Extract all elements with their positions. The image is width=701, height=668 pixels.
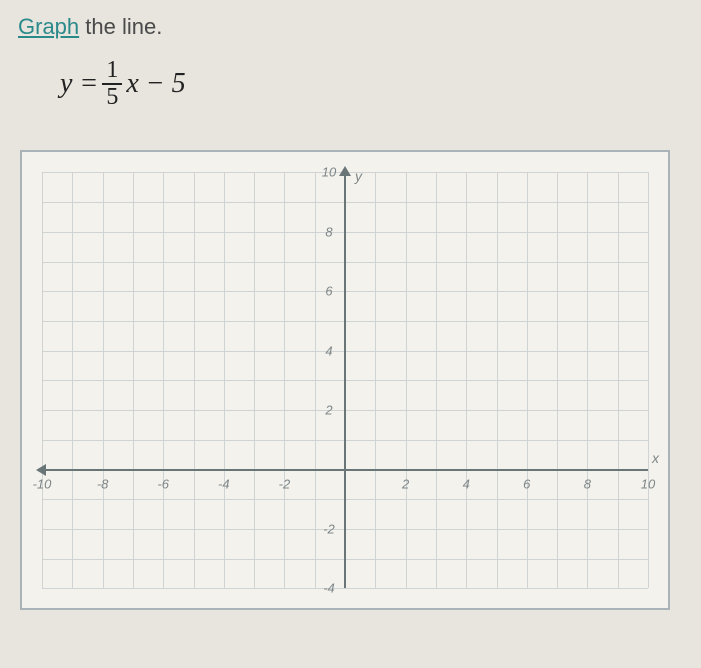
x-tick-label: -4 <box>218 476 230 491</box>
gridline-h <box>42 588 648 589</box>
x-tick-label: 6 <box>523 476 530 491</box>
y-tick-label: 6 <box>325 284 332 299</box>
equation-fraction: 1 5 <box>102 58 122 110</box>
y-tick-label: -2 <box>323 521 335 536</box>
x-tick-label: -2 <box>279 476 291 491</box>
x-tick-label: -6 <box>157 476 169 491</box>
x-tick-label: 2 <box>402 476 409 491</box>
x-tick-label: -8 <box>97 476 109 491</box>
y-axis <box>344 172 346 588</box>
gridline-v <box>648 172 649 588</box>
x-tick-label: -10 <box>33 476 52 491</box>
y-tick-label: -4 <box>323 581 335 596</box>
fraction-denominator: 5 <box>102 85 122 110</box>
equation: y = 1 5 x − 5 <box>0 48 701 120</box>
x-axis-label: x <box>652 450 659 466</box>
graph-link[interactable]: Graph <box>18 14 79 39</box>
equation-lhs: y = <box>60 68 98 100</box>
y-tick-label: 10 <box>322 165 336 180</box>
y-tick-label: 4 <box>325 343 332 358</box>
x-tick-label: 4 <box>463 476 470 491</box>
grid-area[interactable]: -10-8-6-4-2246810-4-2246810yx <box>42 172 648 588</box>
coordinate-grid[interactable]: -10 -8 -6 -4 -2 2 4 6 8 10 -4 -2 2 4 6 8 10 y x <box>20 150 670 610</box>
prompt-rest: the line. <box>79 14 162 39</box>
fraction-numerator: 1 <box>102 58 122 85</box>
y-tick-label: 8 <box>325 224 332 239</box>
x-axis-arrow-left <box>36 464 46 476</box>
x-tick-label: 10 <box>641 476 655 491</box>
equation-rhs: x − 5 <box>126 68 185 100</box>
x-tick-label: 8 <box>584 476 591 491</box>
y-axis-label: y <box>355 168 362 184</box>
question-prompt: Graph the line. <box>0 0 701 48</box>
y-tick-label: 2 <box>325 403 332 418</box>
y-axis-arrow-up <box>339 166 351 176</box>
